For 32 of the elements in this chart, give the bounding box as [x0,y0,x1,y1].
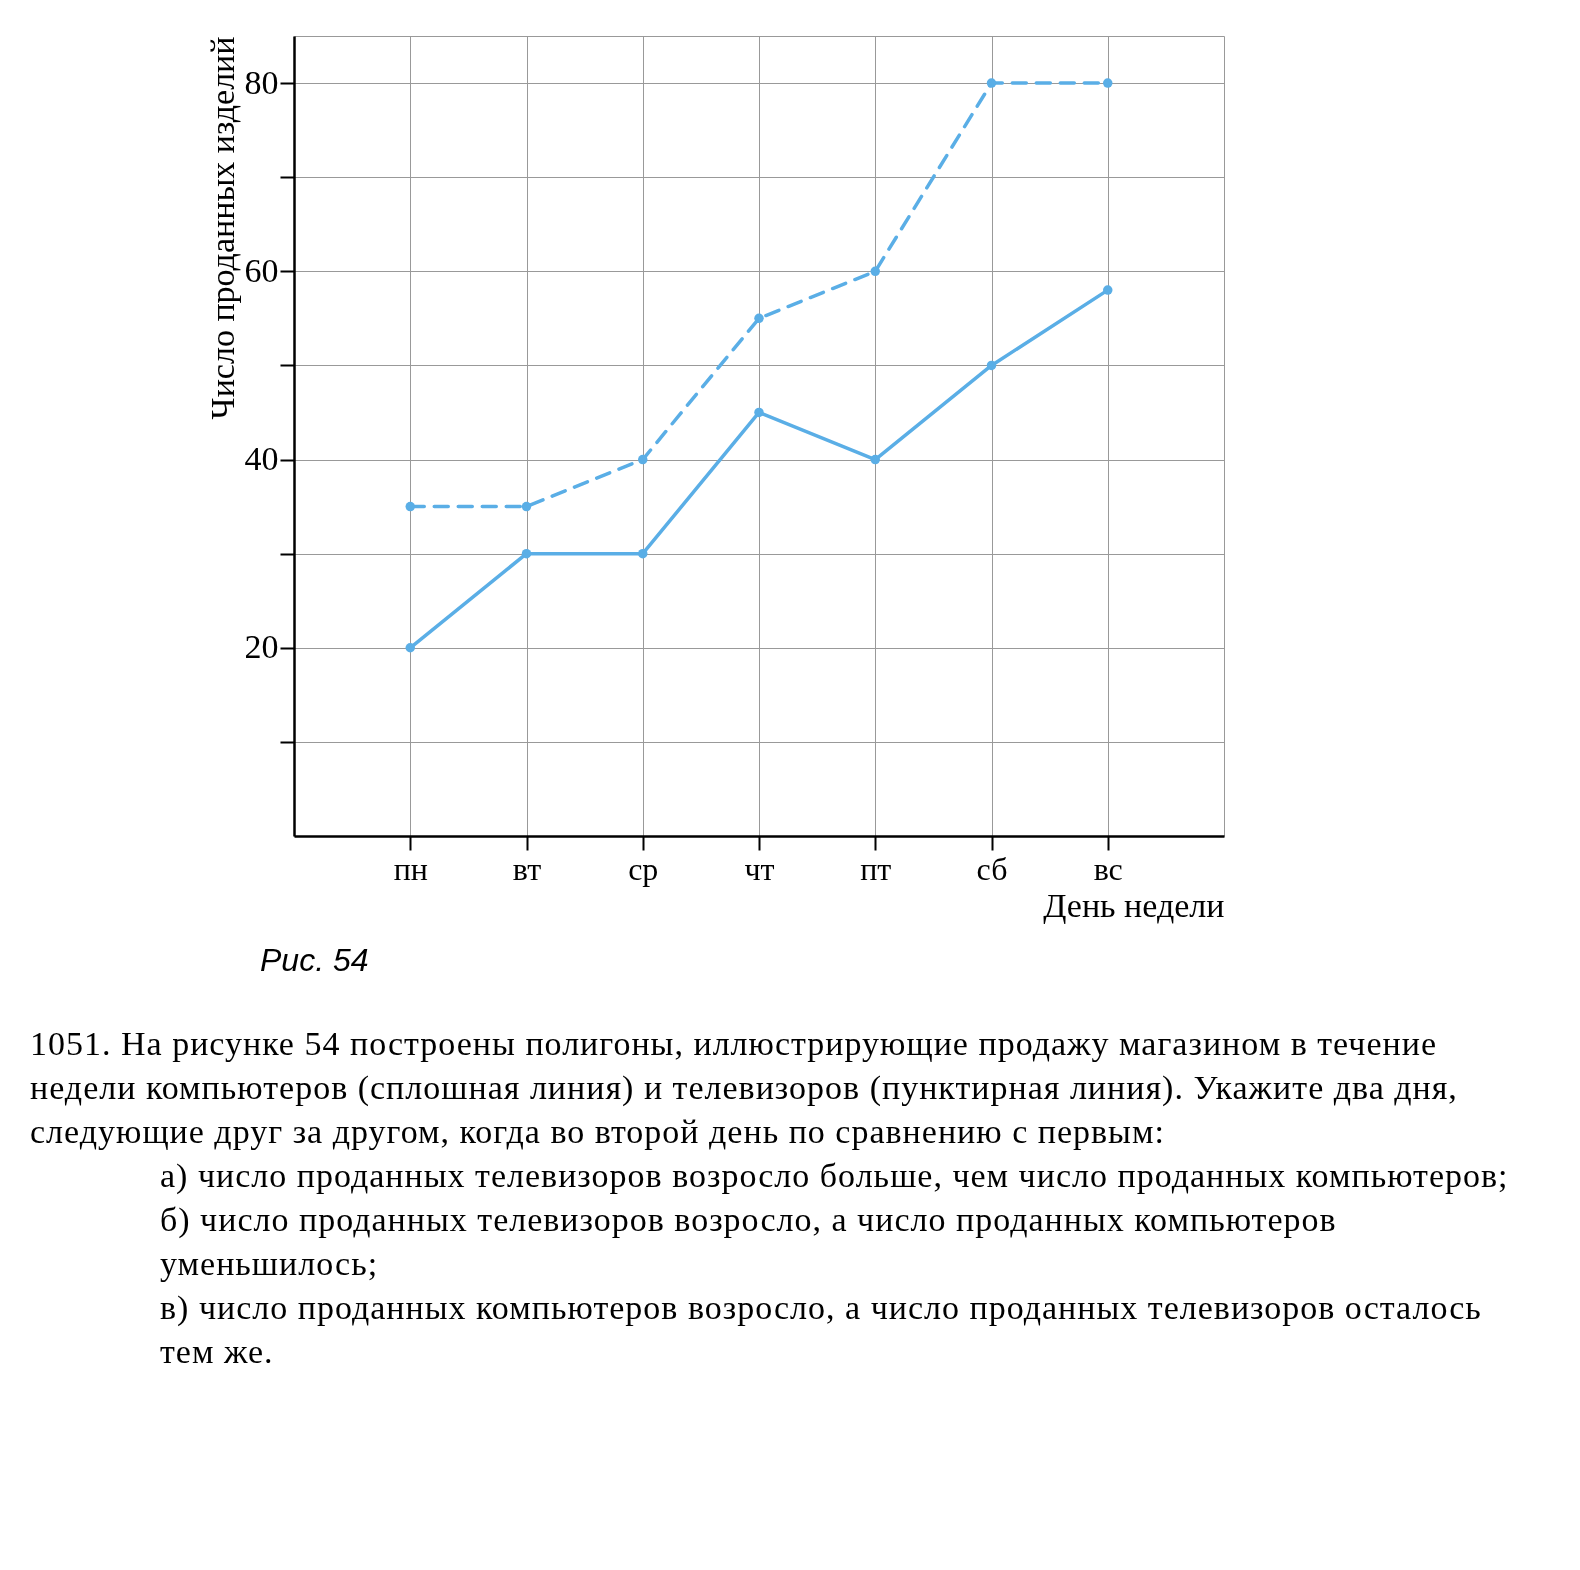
text: б) число проданных телевизоров возросло, а число проданных компьютеров уменьшилось; [160,1200,1338,1284]
text: 1051. На рисунке 54 построены полигоны, иллюстрирующие продажу магазином в течение недели компьютеров (сплошная линия) и телевизоров (пунктирная линия). Укажите два дня, следующие друг за другом, когда во второй день по сравнению с первым: [30,1024,1459,1152]
text: в) число проданных компьютеров возросло, а число проданных телевизоров осталось тем же. [160,1288,1483,1372]
x-tick-label: вс [1093,850,1123,887]
point [521,548,532,559]
point [638,454,648,465]
point [754,313,764,324]
x-tick-label: чт [744,850,775,887]
point [521,501,532,512]
x-tick-label: вт [512,850,542,887]
text: Рис. 54 [260,941,370,980]
point [986,78,997,88]
point [754,407,764,418]
x-tick-label: ср [628,850,659,887]
text: а) число проданных телевизоров возросло больше, чем число проданных компьютеров; [160,1156,1510,1196]
point [405,643,415,653]
point [870,454,880,465]
y-tick-label: 60 [244,251,279,289]
point [638,548,648,559]
x-tick-label: сб [976,850,1008,887]
point [870,266,880,277]
point [405,501,415,512]
x-axis-title: День недели [1043,886,1225,924]
x-tick-label: пн [393,850,428,887]
point [986,360,997,371]
x-tick-label: пт [860,850,892,887]
y-axis-title: Число проданных изделий [203,36,241,420]
point [1103,285,1113,295]
y-tick-label: 20 [244,628,279,666]
y-tick-label: 80 [244,63,279,101]
point [1103,78,1113,88]
y-tick-label: 40 [244,440,279,478]
